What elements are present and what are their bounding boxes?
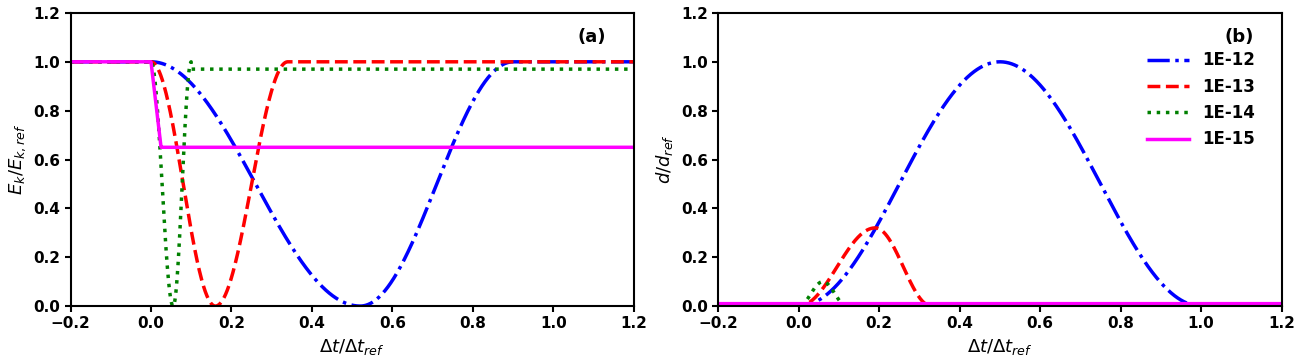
1E-15 [1273,301,1289,306]
1E-14 [970,304,986,308]
Y-axis label: $d/d_{ref}$: $d/d_{ref}$ [655,135,676,185]
1E-13 [740,304,755,308]
1E-12 [984,60,1000,65]
1E-15 [1258,301,1273,306]
1E-14 [740,304,755,308]
Legend: 1E-12, 1E-13, 1E-14, 1E-15: 1E-12, 1E-13, 1E-14, 1E-15 [1141,45,1262,155]
Line: 1E-14: 1E-14 [719,282,1281,306]
1E-12 [1273,304,1289,308]
1E-13 [1258,304,1273,308]
Text: (b): (b) [1224,28,1254,46]
1E-12 [1155,282,1170,286]
1E-13 [1155,304,1170,308]
Line: 1E-12: 1E-12 [719,62,1281,306]
1E-13 [984,304,1000,308]
X-axis label: $\Delta t/\Delta t_{ref}$: $\Delta t/\Delta t_{ref}$ [967,337,1032,357]
1E-14 [1258,304,1273,308]
1E-12 [740,304,755,308]
1E-14 [1258,304,1273,308]
1E-15 [984,301,1000,306]
1E-15 [970,301,986,306]
X-axis label: $\Delta t/\Delta t_{ref}$: $\Delta t/\Delta t_{ref}$ [319,337,385,357]
1E-14 [1155,304,1170,308]
1E-15 [740,301,755,306]
1E-14 [1273,304,1289,308]
1E-12 [1258,304,1273,308]
1E-14 [711,304,727,308]
1E-13 [867,226,883,230]
1E-14 [984,304,1000,308]
1E-14 [815,280,831,284]
1E-12 [1258,304,1273,308]
1E-13 [1258,304,1273,308]
1E-13 [1273,304,1289,308]
Line: 1E-13: 1E-13 [719,228,1281,306]
Text: (a): (a) [577,28,605,46]
1E-12 [970,67,986,72]
1E-15 [1258,301,1273,306]
1E-15 [1154,301,1169,306]
1E-15 [711,301,727,306]
Y-axis label: $E_k/E_{k,ref}$: $E_k/E_{k,ref}$ [7,124,27,195]
1E-13 [970,304,986,308]
1E-12 [992,60,1008,64]
1E-13 [711,304,727,308]
1E-12 [711,304,727,308]
